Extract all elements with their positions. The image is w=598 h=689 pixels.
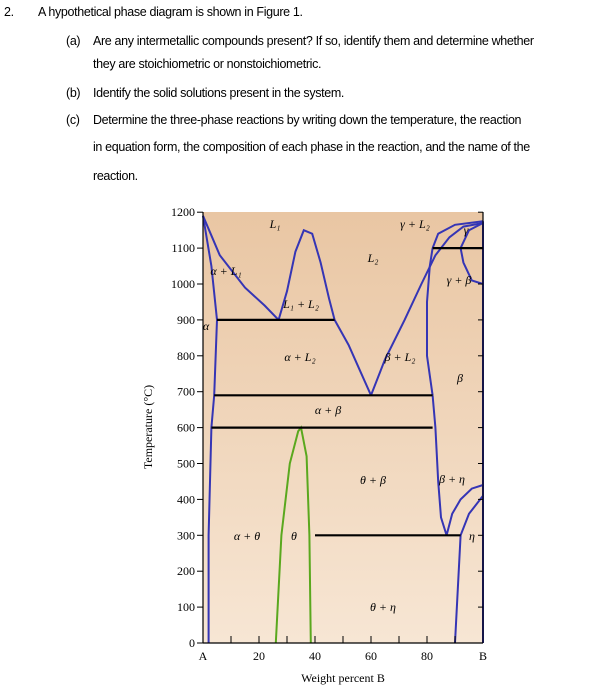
phase-boundary: [333, 319, 372, 396]
phase-boundary: [445, 484, 484, 536]
y-tick-label: 1100: [171, 241, 195, 255]
region-label: θ + η: [370, 600, 396, 614]
region-label: γ + L₂: [400, 217, 430, 231]
region-label: L₁: [269, 217, 281, 231]
item-text: Are any intermetallic compounds present?…: [93, 34, 534, 48]
problem-number: 2.: [4, 5, 14, 19]
y-tick-label: 400: [177, 492, 195, 506]
y-tick-label: 1000: [171, 277, 195, 291]
region-label: γ + β: [447, 273, 472, 287]
region-label: θ: [291, 529, 297, 543]
phase-boundary: [370, 222, 484, 396]
item-text: reaction.: [93, 169, 138, 183]
item-label: (c): [66, 113, 80, 127]
y-tick-label: 700: [177, 385, 195, 399]
phase-boundary: [426, 247, 434, 396]
phase-boundary: [202, 215, 280, 321]
item-text: in equation form, the composition of eac…: [93, 140, 530, 154]
phase-boundary: [459, 247, 484, 285]
item-text: they are stoichiometric or nonstoichiome…: [93, 57, 321, 71]
region-label: α + L₁: [210, 264, 241, 278]
y-tick-label: 900: [177, 313, 195, 327]
item-text: Determine the three-phase reactions by w…: [93, 113, 522, 127]
x-tick-label: 40: [309, 649, 321, 663]
phase-boundaries: [202, 215, 484, 644]
phase-boundary: [431, 395, 448, 536]
x-tick-label: 80: [421, 649, 433, 663]
region-label: α + θ: [234, 529, 260, 543]
y-tick-label: 600: [177, 421, 195, 435]
region-label: α + β: [315, 403, 341, 417]
y-tick-label: 1200: [171, 205, 195, 219]
phase-boundary: [459, 222, 484, 249]
y-tick-label: 800: [177, 349, 195, 363]
item-text: Identify the solid solutions present in …: [93, 86, 344, 100]
region-label: θ + β: [360, 473, 386, 487]
region-label: α: [203, 319, 210, 333]
region-label: β: [456, 371, 463, 385]
x-tick-label: 20: [253, 649, 265, 663]
y-tick-label: 300: [177, 528, 195, 542]
phase-boundary: [277, 228, 336, 321]
item-label: (b): [66, 86, 80, 100]
region-label: β + L₂: [384, 350, 416, 364]
y-tick-label: 200: [177, 564, 195, 578]
x-tick-label: A: [199, 649, 208, 663]
region-label: η: [469, 529, 475, 543]
phase-boundary: [431, 220, 484, 249]
region-label: α + L₂: [284, 350, 315, 364]
region-label: L₁ + L₂: [282, 297, 319, 311]
axes: 0 100 200 300 400 500 600 700 800 900 1000 1100 1200…: [141, 205, 487, 685]
x-tick-label: 60: [365, 649, 377, 663]
region-label: γ: [464, 223, 469, 237]
x-axis-label: Weight percent B: [301, 671, 385, 685]
y-tick-label: 100: [177, 600, 195, 614]
region-label: β + η: [438, 472, 465, 486]
theta-boundary: [274, 425, 312, 644]
item-label: (a): [66, 34, 80, 48]
y-tick-label: 500: [177, 457, 195, 471]
region-label: L₂: [367, 251, 379, 265]
y-tick-label: 0: [189, 636, 195, 650]
y-axis-label: Temperature (°C): [141, 385, 155, 469]
problem-intro: A hypothetical phase diagram is shown in…: [38, 5, 303, 19]
x-tick-label: B: [479, 649, 487, 663]
